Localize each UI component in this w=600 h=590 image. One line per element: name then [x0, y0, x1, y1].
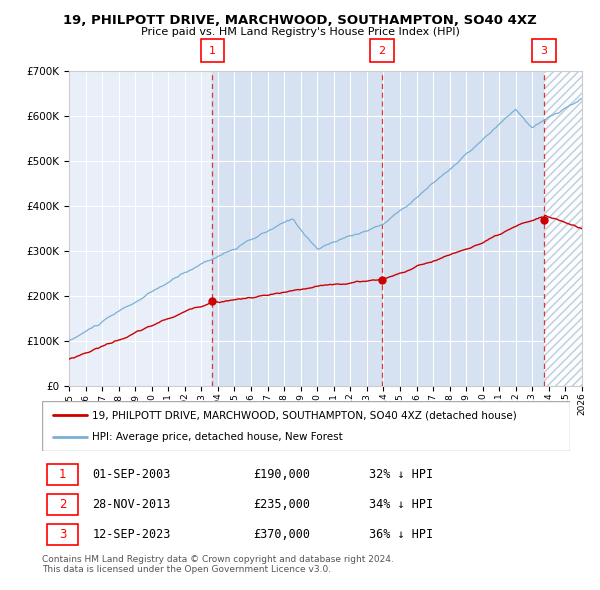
Bar: [382, 71, 544, 386]
Text: Price paid vs. HM Land Registry's House Price Index (HPI): Price paid vs. HM Land Registry's House …: [140, 28, 460, 37]
Text: 34% ↓ HPI: 34% ↓ HPI: [370, 498, 433, 511]
Bar: [47, 464, 78, 484]
Bar: [544, 71, 582, 386]
Text: 12-SEP-2023: 12-SEP-2023: [92, 528, 170, 541]
Text: 3: 3: [541, 46, 547, 55]
Bar: [47, 525, 78, 545]
Text: 19, PHILPOTT DRIVE, MARCHWOOD, SOUTHAMPTON, SO40 4XZ (detached house): 19, PHILPOTT DRIVE, MARCHWOOD, SOUTHAMPT…: [92, 410, 517, 420]
Text: £235,000: £235,000: [253, 498, 310, 511]
Text: 19, PHILPOTT DRIVE, MARCHWOOD, SOUTHAMPTON, SO40 4XZ: 19, PHILPOTT DRIVE, MARCHWOOD, SOUTHAMPT…: [63, 14, 537, 27]
Text: 2: 2: [379, 46, 385, 55]
Text: £370,000: £370,000: [253, 528, 310, 541]
Text: Contains HM Land Registry data © Crown copyright and database right 2024.: Contains HM Land Registry data © Crown c…: [42, 555, 394, 563]
Text: 1: 1: [209, 46, 216, 55]
Text: 32% ↓ HPI: 32% ↓ HPI: [370, 468, 433, 481]
Text: 36% ↓ HPI: 36% ↓ HPI: [370, 528, 433, 541]
Text: 3: 3: [59, 528, 66, 541]
Text: 1: 1: [59, 468, 67, 481]
Text: HPI: Average price, detached house, New Forest: HPI: Average price, detached house, New …: [92, 432, 343, 442]
Text: £190,000: £190,000: [253, 468, 310, 481]
Bar: [47, 494, 78, 515]
Text: 2: 2: [59, 498, 67, 511]
Bar: [212, 71, 382, 386]
Text: This data is licensed under the Open Government Licence v3.0.: This data is licensed under the Open Gov…: [42, 565, 331, 574]
Text: 28-NOV-2013: 28-NOV-2013: [92, 498, 170, 511]
Text: 01-SEP-2003: 01-SEP-2003: [92, 468, 170, 481]
